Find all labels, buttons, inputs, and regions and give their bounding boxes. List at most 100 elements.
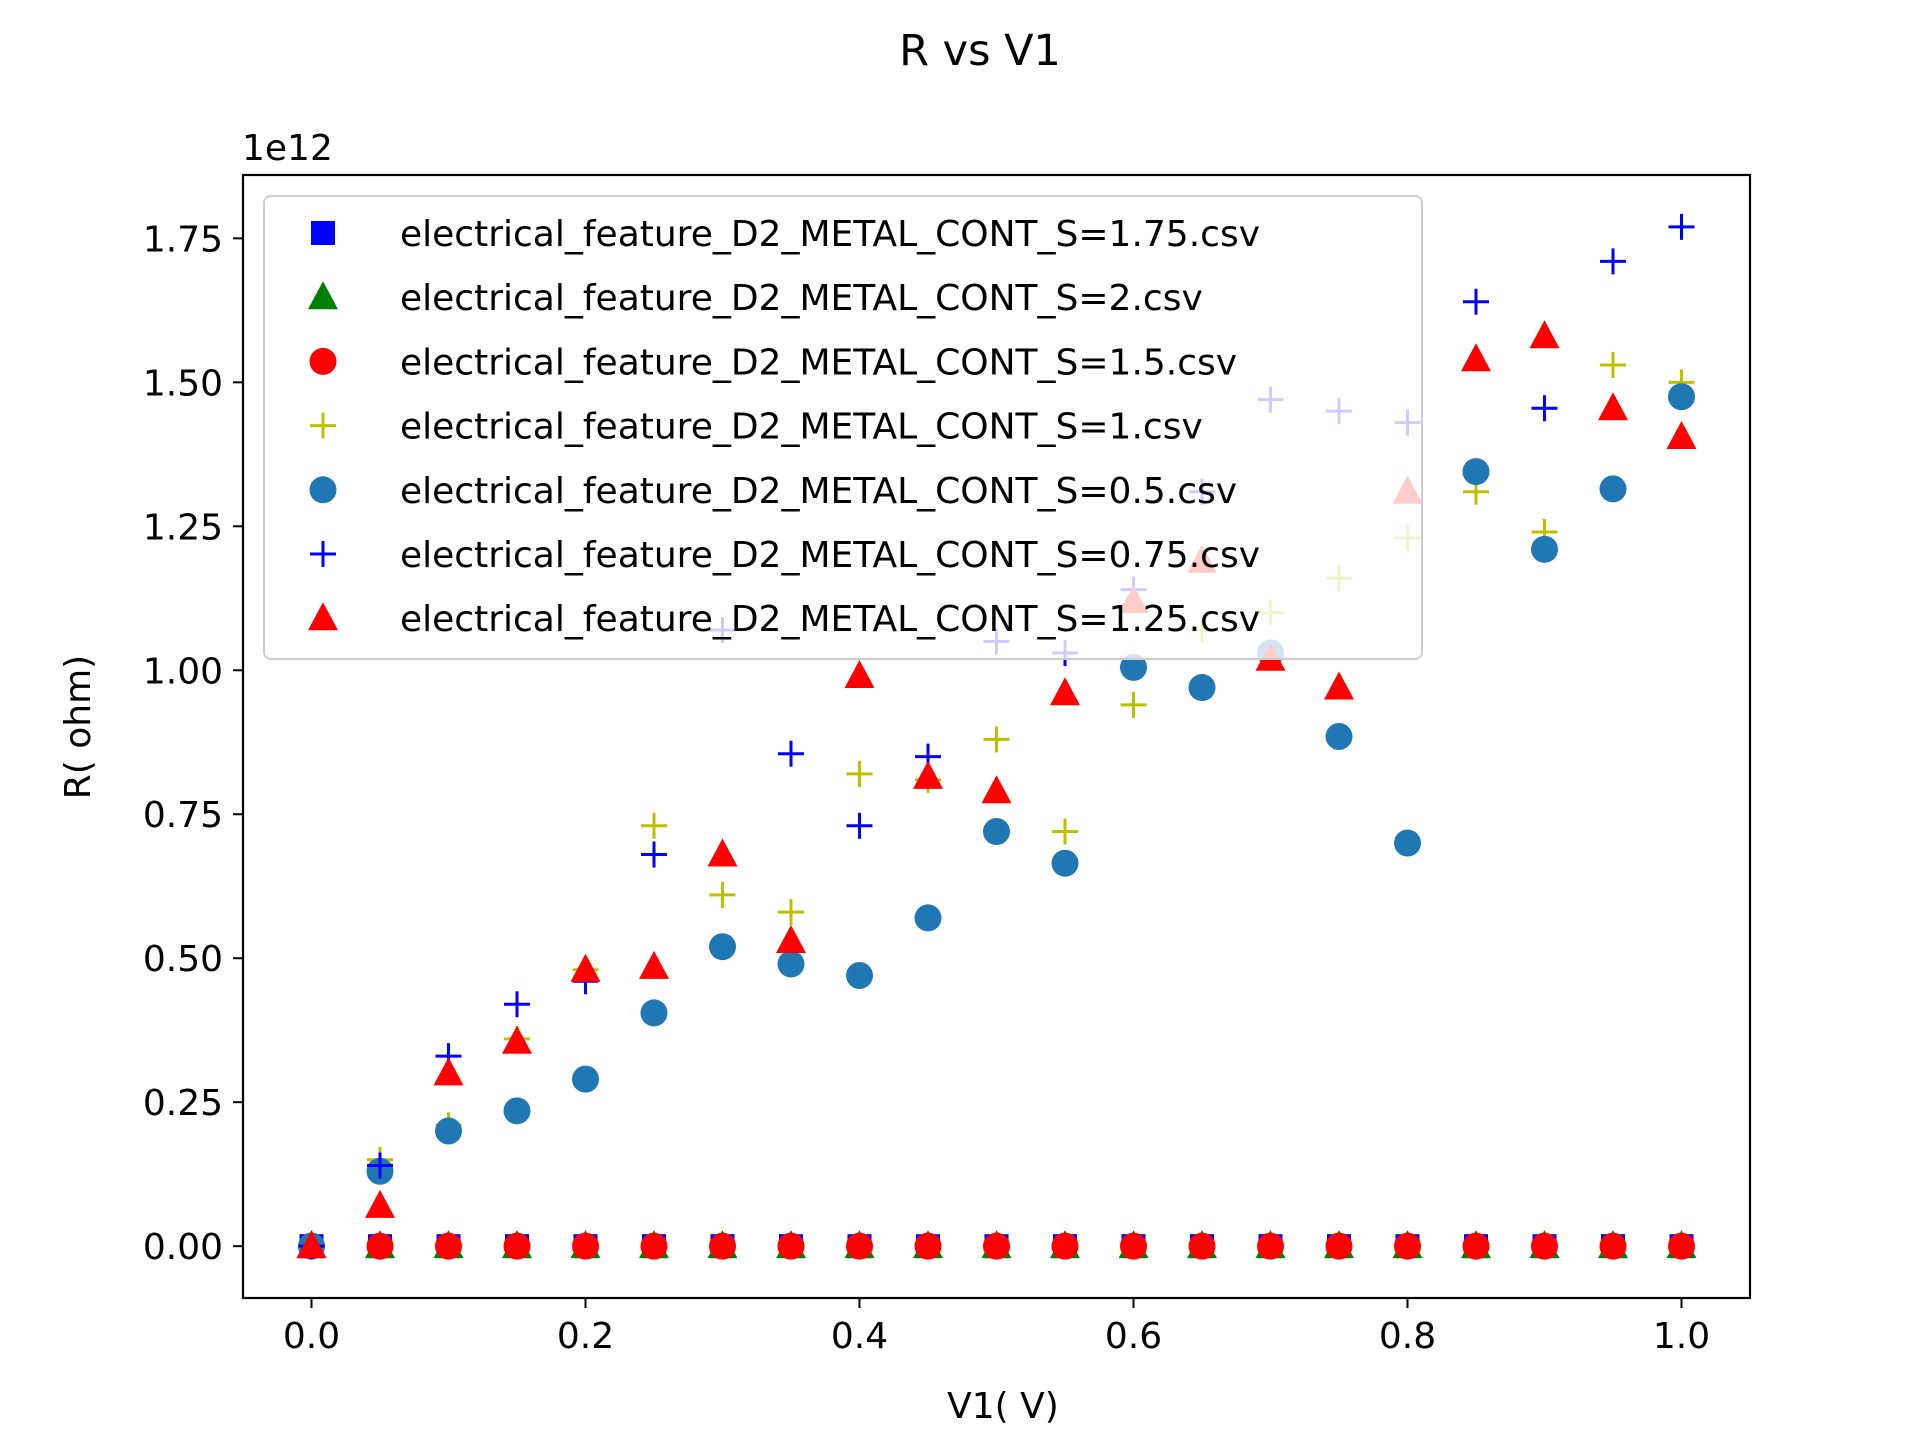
data-point <box>433 1057 464 1086</box>
data-point <box>1668 1232 1695 1260</box>
data-point <box>914 1232 942 1260</box>
data-point <box>709 933 736 961</box>
data-point <box>367 1152 393 1179</box>
data-point <box>709 881 736 908</box>
data-point <box>503 1232 531 1260</box>
legend-marker <box>310 412 336 439</box>
data-point <box>846 1232 873 1260</box>
data-point <box>983 1232 1010 1260</box>
data-point <box>1463 288 1489 315</box>
data-point <box>1599 1232 1627 1260</box>
data-point <box>1051 849 1079 877</box>
data-point <box>983 726 1010 753</box>
data-point <box>639 950 669 979</box>
data-point <box>1668 213 1695 240</box>
data-point <box>1257 1232 1284 1260</box>
data-point <box>1668 383 1695 411</box>
x-tick-label: 0.2 <box>557 1316 614 1357</box>
data-point <box>572 1065 599 1093</box>
data-point <box>1050 677 1080 706</box>
data-point <box>1462 458 1490 486</box>
legend: electrical_feature_D2_METAL_CONT_S=1.75.… <box>263 195 1423 660</box>
data-point <box>1120 691 1147 718</box>
data-point <box>1324 671 1354 700</box>
y-axis-title: R( ohm) <box>58 655 99 799</box>
data-point <box>846 812 873 839</box>
legend-label: electrical_feature_D2_METAL_CONT_S=1.75.… <box>400 214 1260 255</box>
data-point <box>296 1230 327 1259</box>
legend-label: electrical_feature_D2_METAL_CONT_S=1.25.… <box>400 599 1260 640</box>
data-point <box>983 818 1010 846</box>
data-point <box>640 1232 668 1260</box>
data-point <box>1120 1232 1147 1260</box>
data-point <box>641 841 667 868</box>
legend-label: electrical_feature_D2_METAL_CONT_S=0.75.… <box>400 535 1260 576</box>
x-tick-label: 0.8 <box>1379 1316 1436 1357</box>
data-point <box>640 999 668 1027</box>
legend-box <box>263 195 1423 660</box>
y-offset-label: 1e12 <box>242 128 333 169</box>
y-tick-label: 1.00 <box>143 651 223 692</box>
data-point <box>777 1232 805 1260</box>
data-point <box>846 760 873 787</box>
x-tick-label: 0.4 <box>831 1316 888 1357</box>
data-point <box>1531 1232 1558 1260</box>
data-point <box>913 760 943 789</box>
data-point <box>1325 1232 1353 1260</box>
axis-ticks: 0.0 0.2 0.4 0.6 0.8 1.0 0.00 0.25 0.50 0.75 1.00 1.… <box>143 219 1710 1357</box>
y-tick-label: 0.25 <box>143 1083 223 1124</box>
data-point <box>1051 1232 1079 1260</box>
y-tick-label: 0.00 <box>143 1227 223 1268</box>
data-point <box>503 1097 531 1125</box>
data-point <box>778 740 804 767</box>
x-tick-label: 1.0 <box>1653 1316 1710 1357</box>
x-tick-label: 0.6 <box>1105 1316 1162 1357</box>
data-point <box>1325 723 1353 750</box>
legend-marker <box>310 541 336 567</box>
data-point <box>846 961 873 989</box>
y-tick-label: 0.50 <box>143 939 223 980</box>
data-point <box>504 991 530 1018</box>
data-point <box>844 660 875 689</box>
data-point <box>707 838 738 867</box>
data-point <box>435 1117 462 1145</box>
legend-marker <box>309 347 337 375</box>
data-point <box>1461 343 1491 372</box>
legend-marker <box>311 221 335 245</box>
data-point <box>1394 1232 1421 1260</box>
data-point <box>1120 653 1147 681</box>
legend-marker <box>308 602 338 631</box>
data-point <box>1531 395 1558 422</box>
y-tick-label: 1.25 <box>143 507 223 548</box>
data-point <box>1188 1232 1216 1260</box>
data-point <box>981 775 1012 804</box>
data-point <box>365 1189 395 1218</box>
data-point <box>570 953 601 982</box>
legend-label: electrical_feature_D2_METAL_CONT_S=1.5.c… <box>400 342 1237 383</box>
x-tick-label: 0.0 <box>283 1316 340 1357</box>
legend-label: electrical_feature_D2_METAL_CONT_S=2.csv <box>400 278 1203 319</box>
data-point <box>777 950 805 978</box>
series-3 <box>298 1232 1695 1260</box>
data-point <box>1529 320 1560 349</box>
data-point <box>1600 352 1626 379</box>
data-point <box>709 1232 736 1260</box>
plot-frame <box>241 173 1752 1300</box>
data-point <box>778 899 804 926</box>
series-5 <box>298 383 1695 1260</box>
y-tick-label: 0.75 <box>143 795 223 836</box>
data-point <box>914 904 942 932</box>
data-point <box>502 1025 532 1054</box>
data-point <box>1531 535 1558 563</box>
data-point <box>776 924 806 953</box>
data-point <box>366 1232 394 1260</box>
legend-marker <box>309 476 337 504</box>
data-point <box>1462 1232 1490 1260</box>
data-point <box>1188 674 1216 702</box>
data-point <box>1666 421 1697 450</box>
y-tick-label: 1.50 <box>143 363 223 404</box>
legend-label: electrical_feature_D2_METAL_CONT_S=0.5.c… <box>400 471 1237 512</box>
legend-label: electrical_feature_D2_METAL_CONT_S=1.csv <box>400 407 1203 448</box>
data-point <box>435 1232 462 1260</box>
